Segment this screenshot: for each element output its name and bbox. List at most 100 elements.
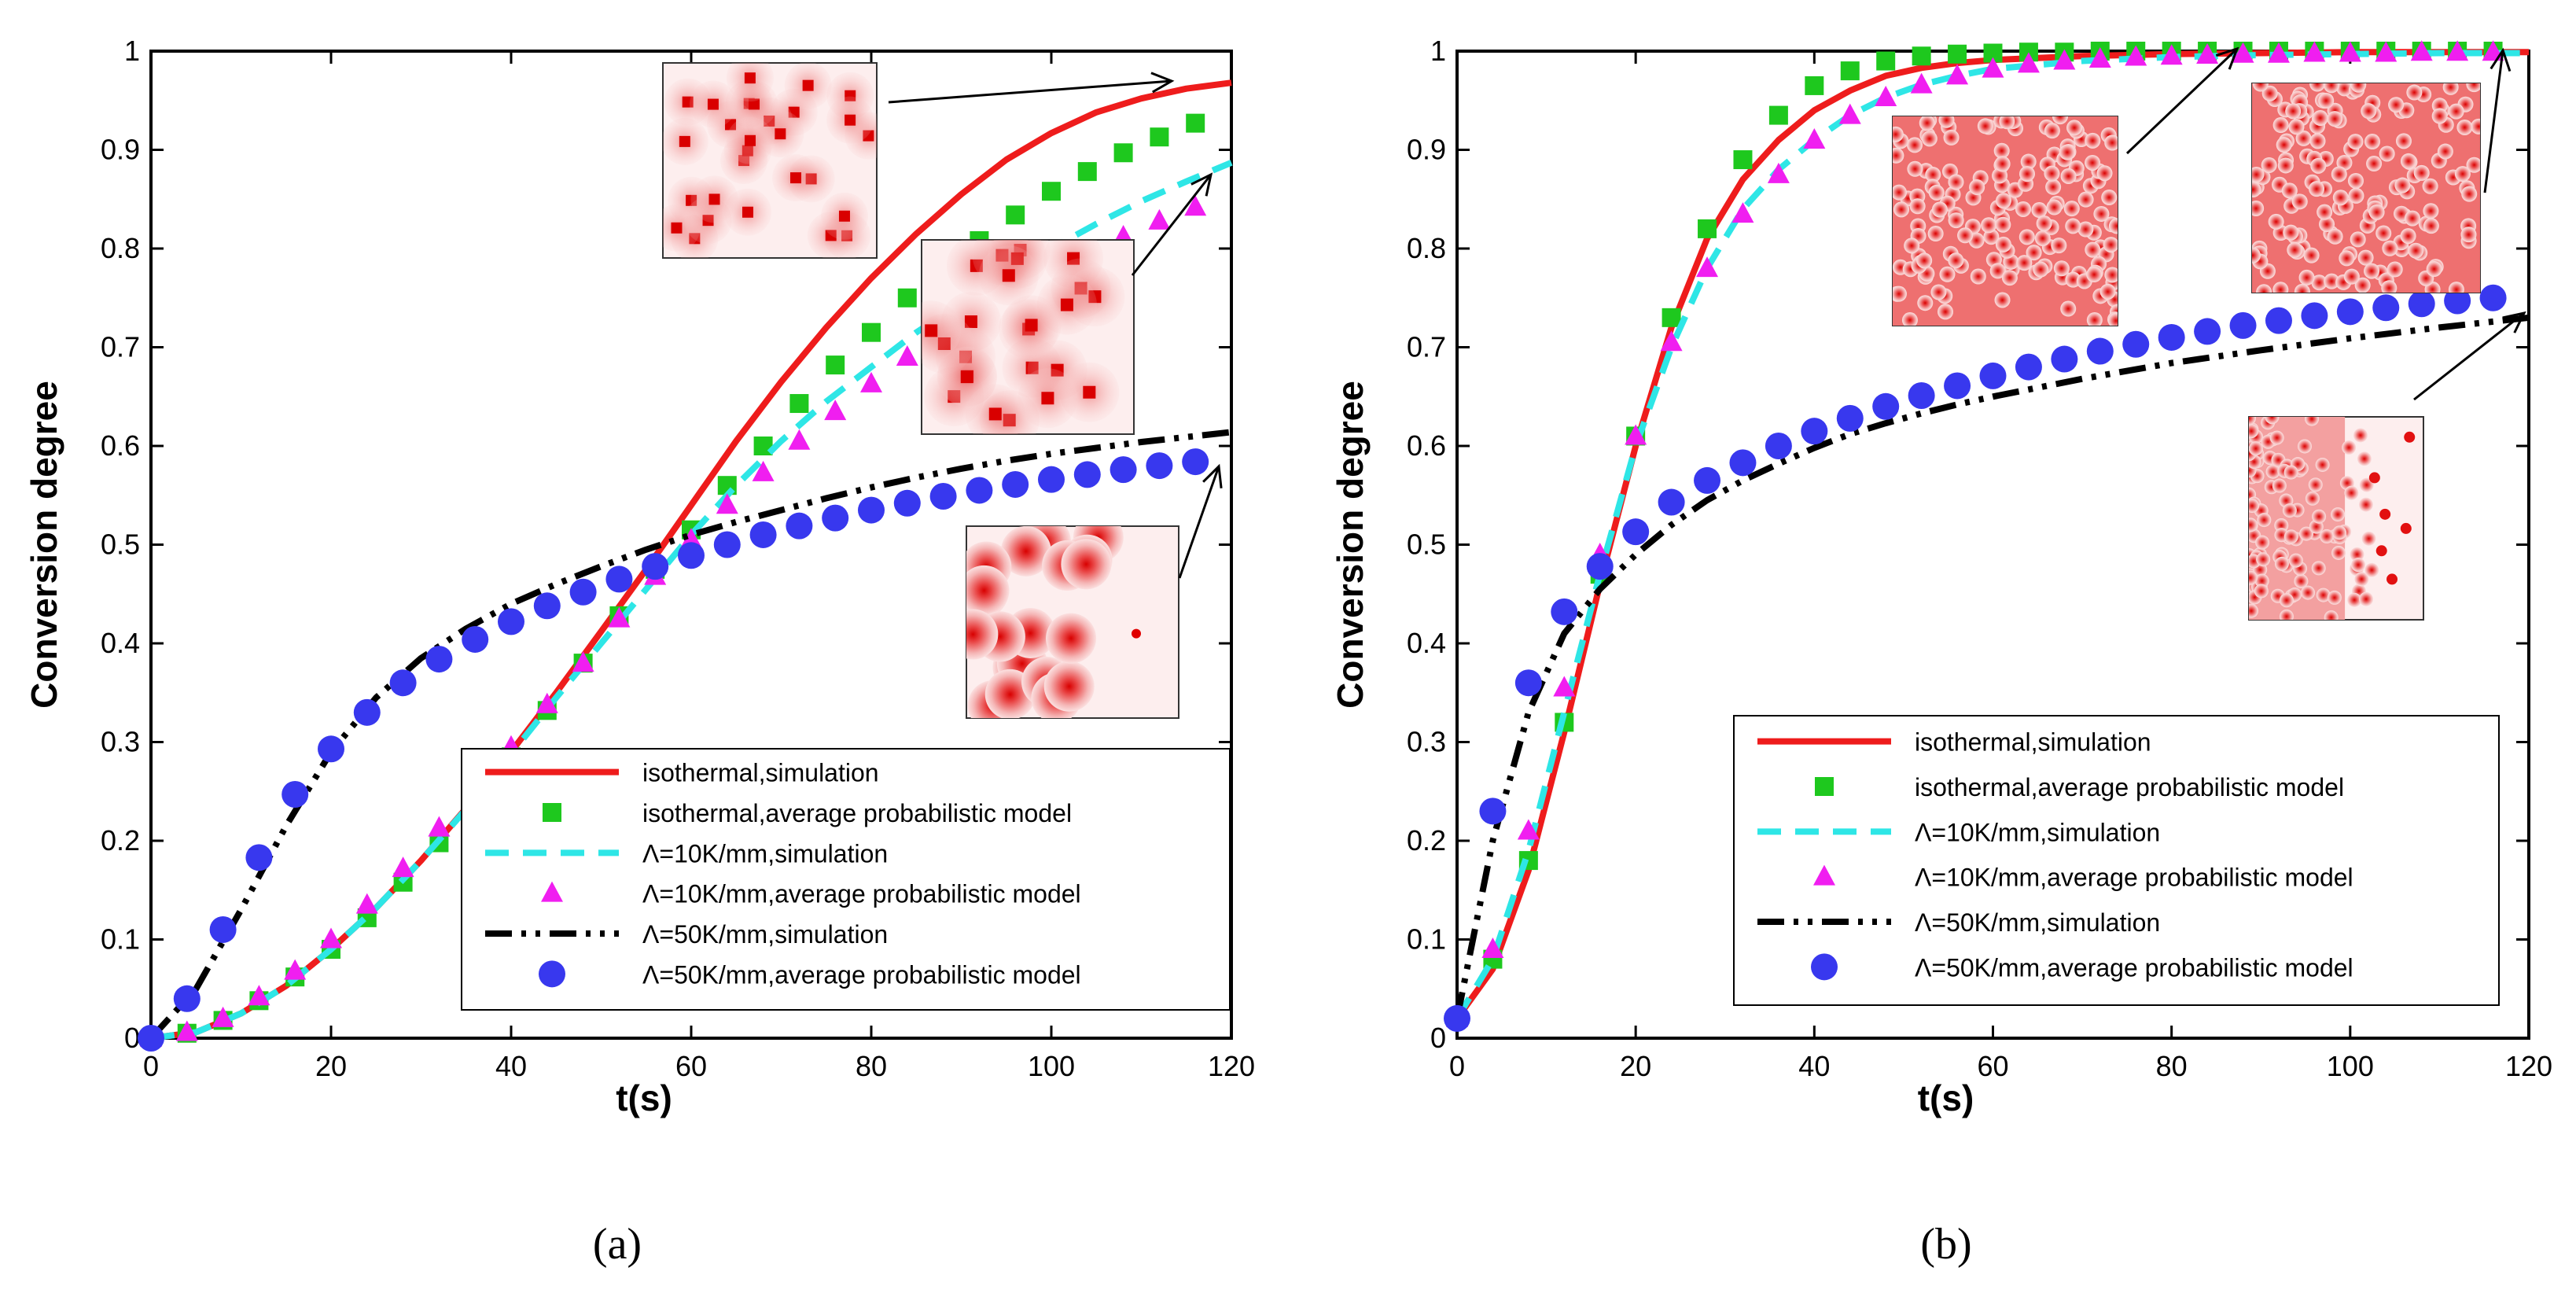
grain xyxy=(2375,225,2392,241)
grain xyxy=(2265,417,2280,425)
grain xyxy=(2361,103,2377,120)
y-tick-label: 0.5 xyxy=(1407,529,1446,561)
grain-core xyxy=(1060,298,1073,311)
data-point xyxy=(1110,456,1137,484)
data-point xyxy=(355,893,378,914)
y-tick-label: 0.3 xyxy=(1407,726,1446,758)
grain xyxy=(2104,267,2118,283)
grain xyxy=(2331,507,2346,522)
grain xyxy=(2423,203,2439,219)
data-point xyxy=(1801,418,1828,445)
grain xyxy=(2388,97,2405,113)
data-point xyxy=(1910,72,1933,94)
series-5 xyxy=(138,448,1209,1052)
grain xyxy=(2344,485,2359,500)
data-point xyxy=(678,542,705,569)
grain xyxy=(2400,153,2416,169)
grain xyxy=(1938,116,1955,128)
grain xyxy=(1969,179,1985,196)
grain xyxy=(2437,143,2453,160)
data-point xyxy=(1622,518,1650,546)
grain xyxy=(1994,292,2011,308)
microstructure-inset-image xyxy=(662,62,878,259)
data-point xyxy=(1077,162,1097,182)
grain xyxy=(1938,304,1954,320)
grain xyxy=(2277,157,2294,174)
grain xyxy=(2466,83,2480,93)
chart-panel-a: 0 20 40 60 80 100 120 0 0.1 0.2 0.3 0.4 0.5 0.6 0.7 0.8… xyxy=(24,35,1255,1269)
grain xyxy=(2347,172,2364,189)
data-point xyxy=(425,646,453,673)
grain xyxy=(2353,428,2368,443)
grain xyxy=(2460,227,2477,243)
data-point xyxy=(1481,938,1504,959)
grain xyxy=(2327,590,2342,605)
grain xyxy=(1061,539,1112,590)
grain xyxy=(2310,157,2327,174)
grain xyxy=(2400,228,2416,245)
data-point xyxy=(1182,448,1209,476)
data-point xyxy=(2339,41,2361,62)
x-tick-label: 40 xyxy=(495,1050,527,1082)
grain xyxy=(2086,311,2103,326)
data-point xyxy=(248,985,270,1006)
data-point xyxy=(392,856,414,878)
grain xyxy=(2101,189,2118,205)
grain-core xyxy=(960,370,973,384)
arrow-head xyxy=(2490,47,2512,72)
grain xyxy=(2268,213,2284,230)
data-point xyxy=(1908,381,1935,409)
legend-entry: isothermal,simulation xyxy=(1915,728,2151,757)
grain xyxy=(2294,573,2309,588)
grain xyxy=(1931,201,1948,218)
grain xyxy=(2257,513,2272,528)
grain xyxy=(1995,236,2011,252)
y-tick-label: 0.5 xyxy=(101,529,140,561)
grain xyxy=(2312,509,2327,524)
arrow-head xyxy=(1150,72,1175,94)
grain xyxy=(2358,497,2373,512)
legend: isothermal,simulation isothermal,average … xyxy=(461,748,1231,1011)
data-point xyxy=(2051,345,2078,373)
data-point xyxy=(2229,311,2257,339)
inset-pointer-arrow xyxy=(1178,463,1223,579)
grain-seed xyxy=(2375,545,2387,557)
legend-entry: Λ=10K/mm,average probabilistic model xyxy=(1915,864,2353,892)
grain xyxy=(2331,545,2346,560)
grain xyxy=(2309,133,2326,149)
x-tick-label: 20 xyxy=(1620,1050,1651,1082)
data-point xyxy=(1444,1004,1470,1032)
grain xyxy=(1948,174,1964,190)
grain-core xyxy=(742,206,753,218)
grain xyxy=(2315,457,2330,472)
figure-caption: (b) xyxy=(1920,1220,1971,1269)
legend: isothermal,simulation isothermal,average … xyxy=(1733,715,2500,1006)
data-point xyxy=(1146,452,1173,480)
data-point xyxy=(2232,42,2254,63)
inset-pointer-arrow xyxy=(2483,47,2512,193)
data-point xyxy=(2158,323,2185,351)
grain xyxy=(2045,179,2062,195)
grain xyxy=(2461,186,2478,202)
data-point xyxy=(2267,42,2290,63)
data-point xyxy=(1983,43,2003,63)
grain-core xyxy=(838,210,850,222)
grain xyxy=(2018,166,2035,182)
data-point xyxy=(1551,598,1578,625)
legend-entry: isothermal,average probabilistic model xyxy=(642,799,1072,827)
legend-box xyxy=(1733,715,2500,1006)
x-tick-label: 120 xyxy=(1208,1050,1255,1082)
data-point xyxy=(2479,284,2507,311)
grain xyxy=(2295,130,2312,146)
x-tick-label: 0 xyxy=(143,1050,159,1082)
legend-entry: Λ=10K/mm,simulation xyxy=(642,839,888,868)
data-point xyxy=(1948,44,1967,64)
grain-core xyxy=(679,135,690,147)
grain xyxy=(2255,535,2270,550)
grain xyxy=(1907,160,1923,177)
grain-core xyxy=(775,128,786,140)
data-point xyxy=(533,592,561,620)
grain xyxy=(2305,491,2320,506)
arrow-line xyxy=(888,79,1172,104)
data-point xyxy=(389,669,417,697)
